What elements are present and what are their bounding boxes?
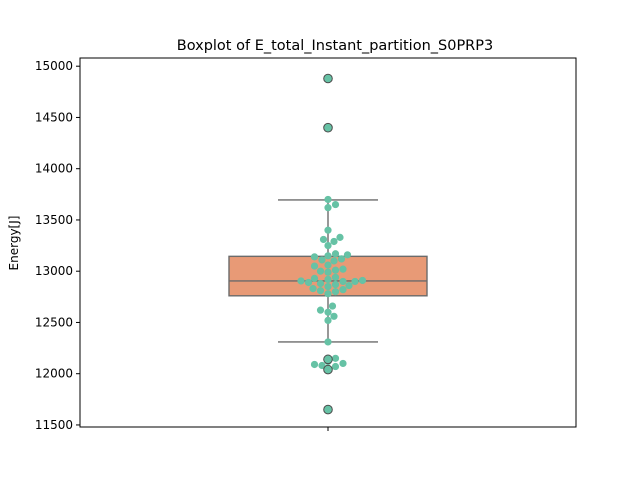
swarm-point	[316, 267, 325, 275]
y-tick-label: 12500	[35, 315, 73, 329]
swarm-point	[339, 265, 347, 273]
outlier-point	[323, 364, 333, 375]
swarm-point	[324, 316, 332, 325]
swarm-point	[331, 266, 340, 274]
chart-title: Boxplot of E_total_Instant_partition_S0P…	[177, 38, 493, 54]
outlier-point	[323, 354, 333, 365]
swarm-point	[318, 361, 326, 370]
swarm-point	[331, 362, 340, 371]
y-tick-label: 11500	[35, 418, 73, 432]
swarm-point	[331, 200, 340, 209]
swarm-point	[351, 277, 359, 286]
swarm-point	[324, 290, 332, 298]
swarm-point	[310, 262, 319, 270]
swarm-point	[328, 302, 337, 310]
swarm-point	[310, 360, 319, 369]
y-tick-label: 14500	[35, 110, 73, 124]
swarm-point	[316, 287, 325, 295]
swarm-point	[331, 280, 340, 289]
swarm-point	[337, 255, 346, 263]
swarm-point	[310, 274, 319, 282]
swarm-point	[330, 312, 338, 320]
plot-area: 11500 12000 12500 13000 13500 14000 14500 15000	[35, 57, 577, 432]
outlier-point	[323, 73, 333, 84]
swarm-point	[339, 359, 347, 368]
swarm-point	[304, 278, 313, 287]
y-tick-label: 14000	[35, 162, 73, 176]
swarm-point	[324, 195, 332, 204]
swarm-point	[324, 252, 332, 260]
y-tick-label: 13000	[35, 264, 73, 278]
swarm-point	[331, 354, 340, 362]
swarm-point	[324, 204, 332, 212]
swarm-point	[309, 285, 317, 293]
swarm-point	[324, 226, 332, 234]
swarm-point	[316, 306, 325, 314]
swarm-point	[331, 288, 340, 296]
y-tick-label: 15000	[35, 59, 73, 73]
swarm-point	[316, 279, 325, 288]
swarm-point	[358, 276, 367, 285]
swarm-point	[324, 282, 332, 291]
swarm-point	[330, 257, 338, 265]
swarm-point	[319, 235, 328, 244]
swarm-point	[330, 237, 338, 246]
swarm-point	[339, 277, 347, 286]
y-axis-label: Energy[J]	[7, 216, 21, 271]
swarm-point	[324, 241, 332, 250]
y-tick-label: 12000	[35, 367, 73, 381]
swarm-point	[318, 256, 326, 264]
swarm-point	[324, 268, 332, 276]
swarm-point	[331, 273, 340, 281]
swarm-point	[336, 233, 344, 241]
swarm-point	[324, 261, 332, 269]
y-tick-label: 13500	[35, 213, 73, 227]
swarm-point	[345, 281, 353, 290]
swarm-point	[324, 275, 332, 284]
outlier-point	[323, 404, 333, 415]
swarm-point	[310, 253, 319, 261]
swarm-point	[324, 308, 332, 316]
swarm-point	[339, 286, 347, 294]
swarm-point	[343, 251, 352, 259]
swarm-point	[331, 250, 340, 258]
swarm-point	[297, 277, 305, 285]
outlier-point	[323, 122, 333, 133]
swarm-point	[324, 338, 332, 346]
